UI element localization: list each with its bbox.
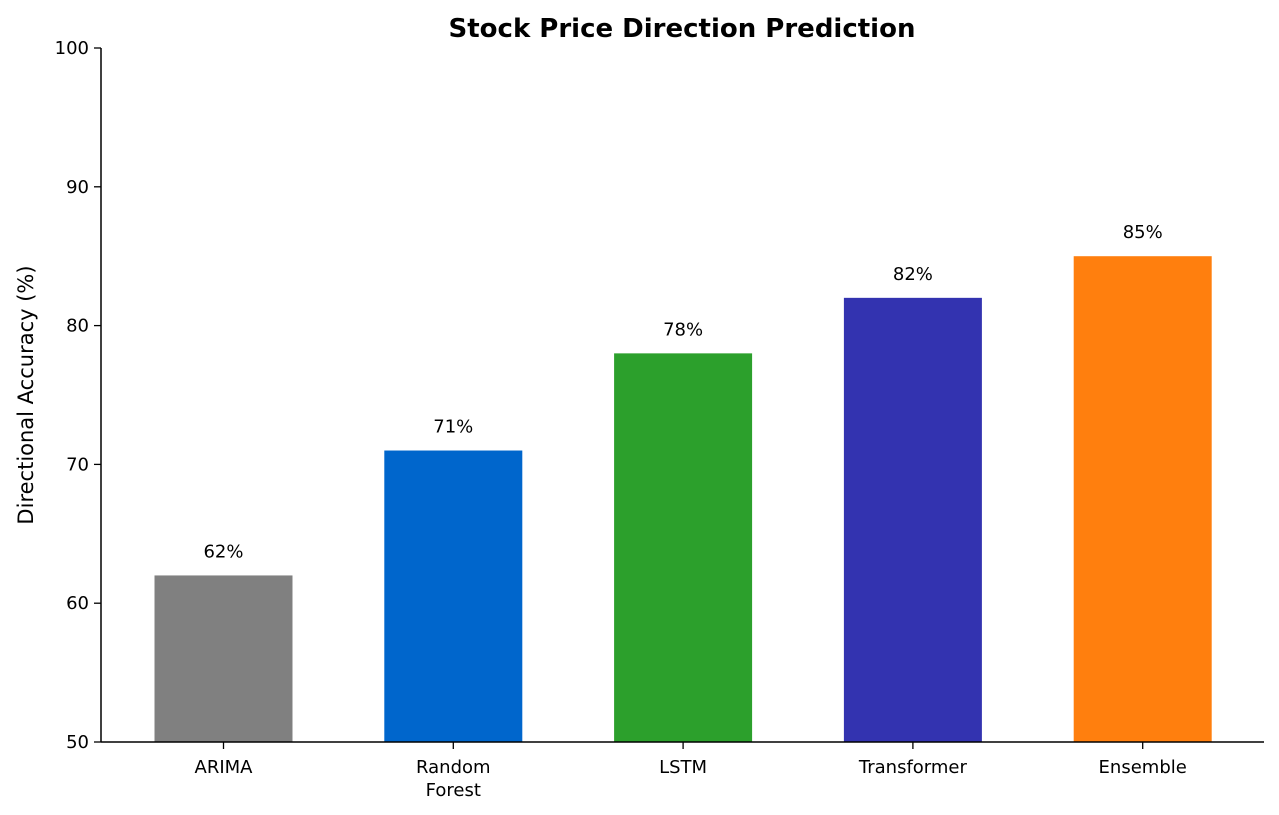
bars-group: 62% 71% 78% 82% 85% [154,222,1212,742]
data-label: 62% [203,541,243,562]
x-tick-label: Random Forest [416,757,491,801]
bar [614,353,753,742]
x-tick-label-line: Transformer [858,757,968,778]
x-axis: ARIMA Random Forest LSTM Transformer Ensemble [195,742,1187,801]
y-tick-label: 100 [55,38,89,59]
bar [843,297,982,742]
x-tick-label: Ensemble [1099,757,1187,778]
bar [384,450,523,742]
y-axis-label: Directional Accuracy (%) [14,265,38,524]
bar [1073,256,1212,742]
data-label: 78% [663,319,703,340]
x-tick-label: ARIMA [195,757,254,778]
y-tick-label: 60 [66,593,89,614]
y-axis: 50 60 70 80 90 100 [55,38,101,753]
data-label: 82% [893,264,933,285]
x-tick-label: LSTM [659,757,707,778]
x-tick-label: Transformer [858,757,968,778]
y-tick-label: 90 [66,177,89,198]
data-label: 85% [1123,222,1163,243]
bar [154,575,293,742]
y-tick-label: 80 [66,316,89,337]
data-label: 71% [433,417,473,438]
x-tick-label-line: Random [416,757,491,778]
x-tick-label-line: LSTM [659,757,707,778]
x-tick-label-line: Forest [426,780,481,801]
y-tick-label: 70 [66,454,89,475]
chart-title: Stock Price Direction Prediction [449,14,916,44]
x-tick-label-line: Ensemble [1099,757,1187,778]
x-tick-label-line: ARIMA [195,757,254,778]
y-tick-label: 50 [66,732,89,753]
